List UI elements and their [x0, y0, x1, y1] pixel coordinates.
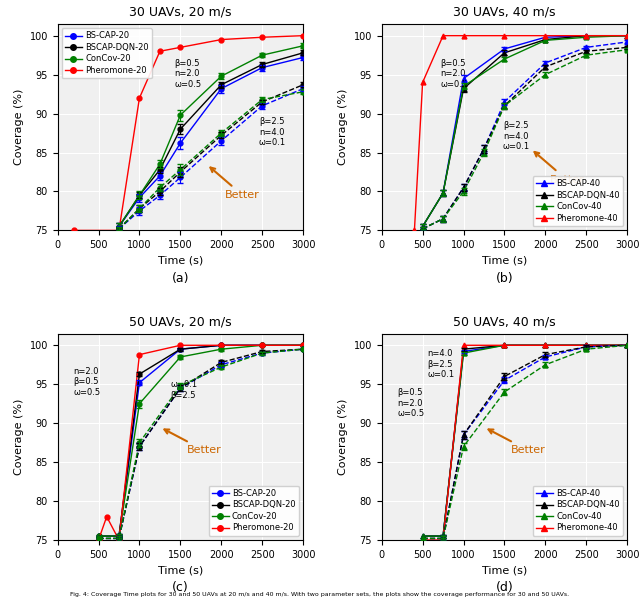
Text: β=0.5
n=2.0
ω=0.5: β=0.5 n=2.0 ω=0.5 — [397, 388, 425, 418]
Text: Better: Better — [534, 152, 584, 185]
Text: n=4.0
β=2.5
ω=0.1: n=4.0 β=2.5 ω=0.1 — [428, 349, 454, 379]
Y-axis label: Coverage (%): Coverage (%) — [14, 89, 24, 166]
X-axis label: Time (s): Time (s) — [157, 256, 203, 266]
X-axis label: Time (s): Time (s) — [482, 256, 527, 266]
Text: β=0.5
n=2.0
ω=0.5: β=0.5 n=2.0 ω=0.5 — [175, 59, 202, 89]
Text: β=2.5
n=4.0
ω=0.1: β=2.5 n=4.0 ω=0.1 — [503, 121, 530, 151]
Text: (d): (d) — [495, 581, 513, 594]
Title: 30 UAVs, 20 m/s: 30 UAVs, 20 m/s — [129, 5, 232, 19]
Title: 30 UAVs, 40 m/s: 30 UAVs, 40 m/s — [453, 5, 556, 19]
Text: Better: Better — [488, 430, 546, 455]
Y-axis label: Coverage (%): Coverage (%) — [14, 398, 24, 475]
Text: (a): (a) — [172, 272, 189, 284]
Y-axis label: Coverage (%): Coverage (%) — [338, 89, 348, 166]
X-axis label: Time (s): Time (s) — [157, 565, 203, 575]
X-axis label: Time (s): Time (s) — [482, 565, 527, 575]
Text: Better: Better — [164, 430, 221, 455]
Title: 50 UAVs, 40 m/s: 50 UAVs, 40 m/s — [453, 315, 556, 328]
Text: (b): (b) — [495, 272, 513, 284]
Text: β=2.5
n=4.0
ω=0.1: β=2.5 n=4.0 ω=0.1 — [259, 118, 286, 147]
Text: ω=0.1
β=2.5: ω=0.1 β=2.5 — [170, 380, 198, 400]
Text: β=0.5
n=2.0
ω=0.5: β=0.5 n=2.0 ω=0.5 — [440, 59, 468, 89]
Legend: BS-CAP-40, BSCAP-DQN-40, ConCov-40, Pheromone-40: BS-CAP-40, BSCAP-DQN-40, ConCov-40, Pher… — [532, 176, 623, 226]
Text: n=2.0
β=0.5
ω=0.5: n=2.0 β=0.5 ω=0.5 — [74, 367, 100, 397]
Title: 50 UAVs, 20 m/s: 50 UAVs, 20 m/s — [129, 315, 232, 328]
Y-axis label: Coverage (%): Coverage (%) — [338, 398, 348, 475]
Legend: BS-CAP-40, BSCAP-DQN-40, ConCov-40, Pheromone-40: BS-CAP-40, BSCAP-DQN-40, ConCov-40, Pher… — [532, 485, 623, 536]
Text: (c): (c) — [172, 581, 189, 594]
Text: Fig. 4: Coverage Time plots for 30 and 50 UAVs at 20 m/s and 40 m/s. With two pa: Fig. 4: Coverage Time plots for 30 and 5… — [70, 592, 570, 597]
Legend: BS-CAP-20, BSCAP-DQN-20, ConCov-20, Pheromone-20: BS-CAP-20, BSCAP-DQN-20, ConCov-20, Pher… — [62, 28, 152, 79]
Legend: BS-CAP-20, BSCAP-DQN-20, ConCov-20, Pheromone-20: BS-CAP-20, BSCAP-DQN-20, ConCov-20, Pher… — [209, 485, 299, 536]
Text: Better: Better — [211, 167, 260, 200]
